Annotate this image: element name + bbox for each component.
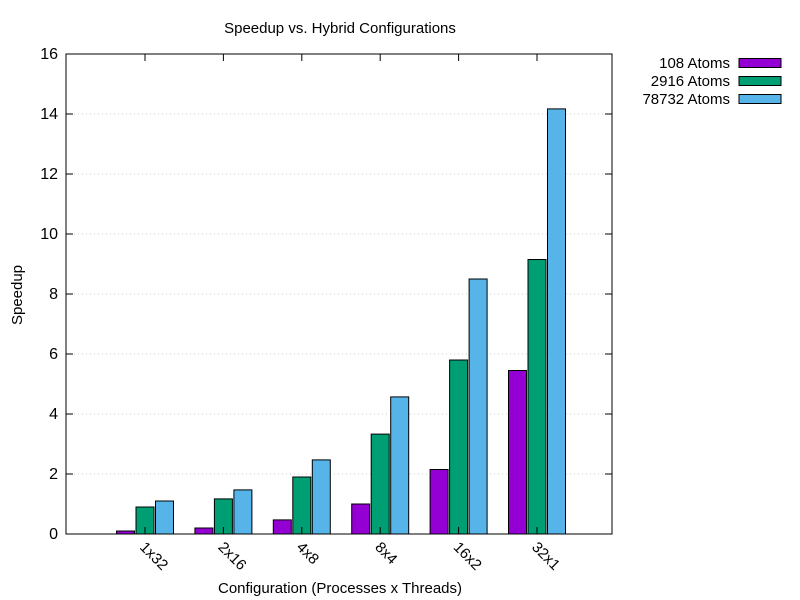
axes (65, 53, 613, 535)
legend-swatch-2916-atoms (738, 76, 782, 86)
legend-swatch-78732-atoms (738, 94, 782, 104)
bar-2916-atoms-16x2 (449, 359, 469, 535)
x-tick-label-2x16: 2x16 (215, 539, 250, 574)
y-tick-label-4: 4 (49, 406, 58, 423)
chart-title: Speedup vs. Hybrid Configurations (224, 20, 456, 37)
y-tick-label-14: 14 (40, 106, 58, 123)
x-tick-label-1x32: 1x32 (136, 539, 171, 574)
legend-label-78732-atoms: 78732 Atoms (642, 91, 730, 108)
x-tick-label-16x2: 16x2 (450, 539, 485, 574)
legend-label-2916-atoms: 2916 Atoms (651, 73, 730, 90)
bar-2916-atoms-4x8 (292, 476, 312, 535)
bar-78732-atoms-16x2 (468, 278, 488, 535)
bar-2916-atoms-32x1 (527, 259, 547, 535)
bar-2916-atoms-8x4 (370, 433, 390, 535)
bar-108-atoms-16x2 (429, 469, 449, 535)
x-tick-label-4x8: 4x8 (293, 539, 322, 568)
bar-78732-atoms-4x8 (311, 459, 331, 535)
bar-78732-atoms-8x4 (390, 396, 410, 535)
bar-108-atoms-4x8 (272, 519, 292, 535)
y-axis-title: Speedup (9, 265, 26, 325)
bar-78732-atoms-2x16 (233, 489, 253, 535)
y-tick-label-6: 6 (49, 346, 58, 363)
bar-108-atoms-2x16 (194, 527, 214, 535)
y-tick-label-0: 0 (49, 526, 58, 543)
bars (116, 108, 566, 535)
y-tick-label-2: 2 (49, 466, 58, 483)
y-tick-label-10: 10 (40, 226, 58, 243)
legend-swatch-108-atoms (738, 58, 782, 68)
y-tick-label-12: 12 (40, 166, 58, 183)
x-axis-title: Configuration (Processes x Threads) (218, 580, 462, 597)
bar-108-atoms-32x1 (508, 370, 527, 535)
y-tick-label-16: 16 (40, 46, 58, 63)
bar-108-atoms-8x4 (351, 503, 371, 535)
grid-lines (66, 113, 612, 475)
x-tick-label-32x1: 32x1 (528, 539, 563, 574)
x-tick-label-8x4: 8x4 (371, 539, 400, 568)
legend-label-108-atoms: 108 Atoms (659, 55, 730, 72)
bar-78732-atoms-32x1 (547, 108, 566, 535)
y-tick-label-8: 8 (49, 286, 58, 303)
bar-78732-atoms-1x32 (155, 500, 174, 535)
